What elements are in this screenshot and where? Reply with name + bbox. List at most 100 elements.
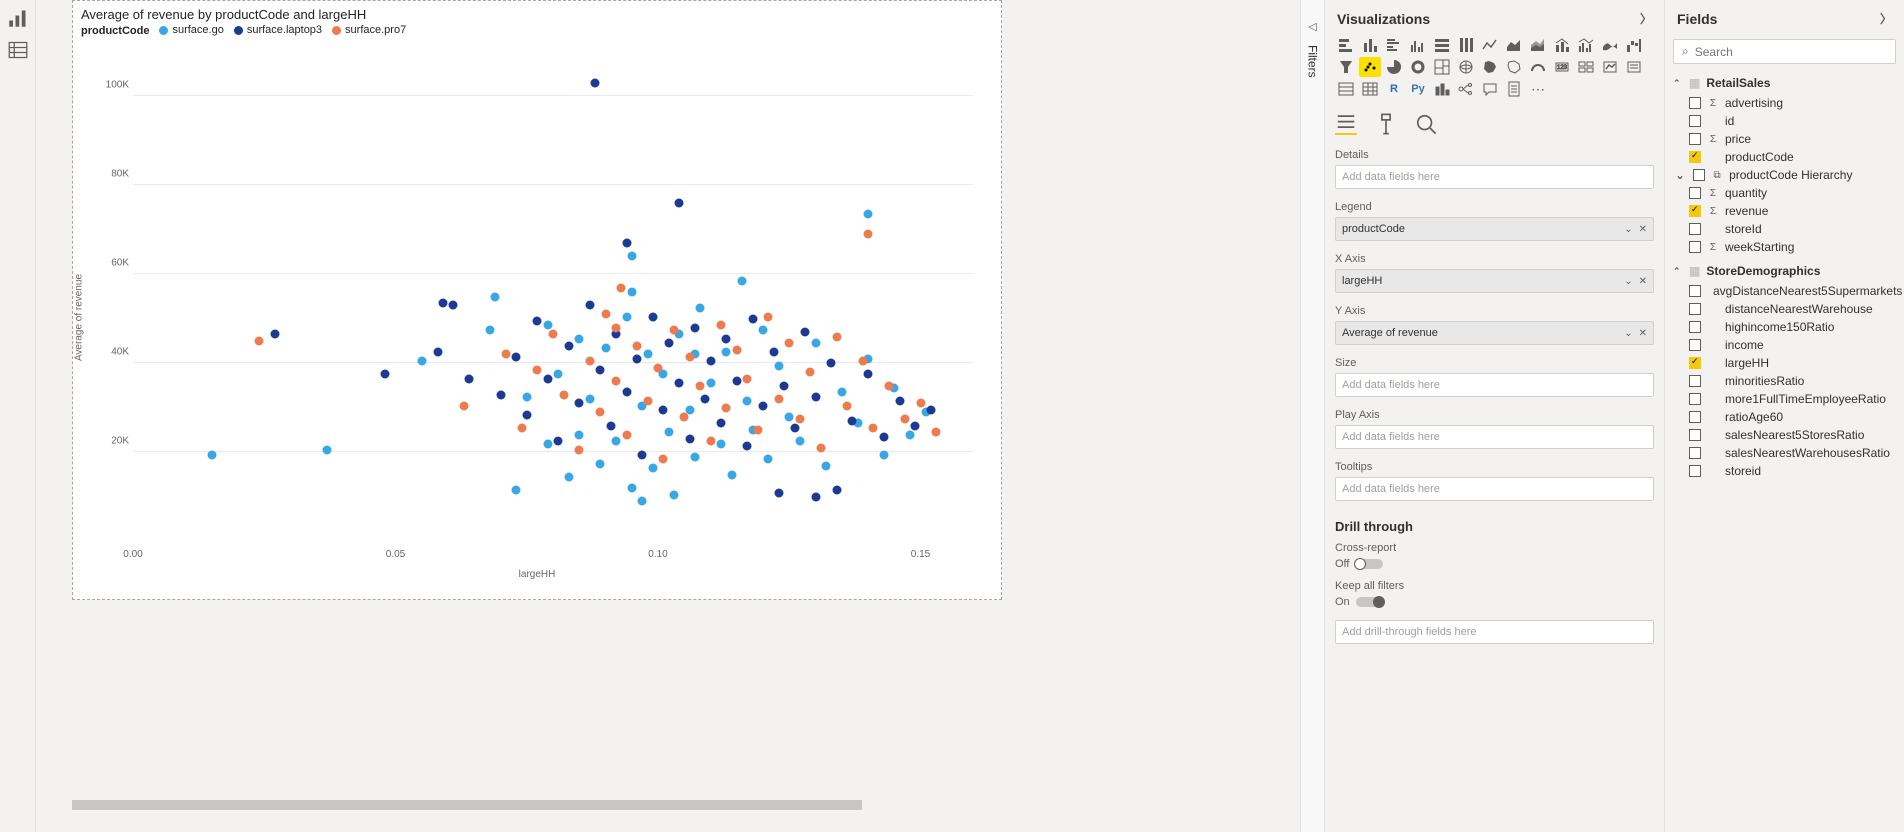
field-checkbox[interactable] <box>1693 169 1705 181</box>
scatter-point[interactable] <box>811 339 820 348</box>
scatter-point[interactable] <box>255 337 264 346</box>
scatter-point[interactable] <box>664 428 673 437</box>
viz-type-table[interactable] <box>1335 79 1357 99</box>
field-checkbox[interactable] <box>1689 151 1701 163</box>
field-checkbox[interactable] <box>1689 429 1701 441</box>
field-row[interactable]: id <box>1673 112 1896 130</box>
field-row[interactable]: largeHH <box>1673 354 1896 372</box>
field-checkbox[interactable] <box>1689 465 1701 477</box>
field-checkbox[interactable] <box>1689 447 1701 459</box>
field-well[interactable]: Add data fields here <box>1335 477 1654 501</box>
scatter-point[interactable] <box>858 357 867 366</box>
field-row[interactable]: ⌄⧉productCode Hierarchy <box>1673 166 1896 184</box>
viz-type-scatter[interactable] <box>1359 57 1381 77</box>
viz-type-donut[interactable] <box>1407 57 1429 77</box>
scatter-point[interactable] <box>575 334 584 343</box>
scatter-point[interactable] <box>864 210 873 219</box>
scatter-point[interactable] <box>774 394 783 403</box>
scatter-point[interactable] <box>543 374 552 383</box>
scatter-point[interactable] <box>606 421 615 430</box>
field-row[interactable]: more1FullTimeEmployeeRatio <box>1673 390 1896 408</box>
horizontal-scrollbar[interactable] <box>72 800 862 810</box>
scatter-point[interactable] <box>706 437 715 446</box>
viz-type-multi-card[interactable] <box>1575 57 1597 77</box>
field-row[interactable]: Σprice <box>1673 130 1896 148</box>
scatter-point[interactable] <box>612 437 621 446</box>
scatter-point[interactable] <box>459 401 468 410</box>
fields-search-input[interactable] <box>1695 45 1887 59</box>
scatter-point[interactable] <box>827 359 836 368</box>
scatter-point[interactable] <box>774 361 783 370</box>
viz-pane-collapse-icon[interactable]: 〉 <box>1640 10 1652 27</box>
scatter-point[interactable] <box>706 357 715 366</box>
scatter-point[interactable] <box>622 388 631 397</box>
scatter-point[interactable] <box>585 394 594 403</box>
viz-type-line[interactable] <box>1479 35 1501 55</box>
scatter-point[interactable] <box>596 459 605 468</box>
viz-type-100-bar[interactable] <box>1431 35 1453 55</box>
viz-type-card[interactable]: 123 <box>1551 57 1573 77</box>
scatter-point[interactable] <box>491 292 500 301</box>
scatter-point[interactable] <box>675 198 684 207</box>
scatter-point[interactable] <box>601 343 610 352</box>
field-checkbox[interactable] <box>1689 223 1701 235</box>
scatter-point[interactable] <box>722 348 731 357</box>
scatter-point[interactable] <box>659 455 668 464</box>
field-checkbox[interactable] <box>1689 411 1701 423</box>
scatter-point[interactable] <box>669 325 678 334</box>
scatter-point[interactable] <box>512 352 521 361</box>
scatter-point[interactable] <box>685 352 694 361</box>
scatter-point[interactable] <box>522 410 531 419</box>
scatter-point[interactable] <box>517 423 526 432</box>
field-row[interactable]: highincome150Ratio <box>1673 318 1896 336</box>
viz-type-shape-map[interactable] <box>1503 57 1525 77</box>
scatter-point[interactable] <box>659 406 668 415</box>
field-checkbox[interactable] <box>1689 375 1701 387</box>
scatter-chart-visual[interactable]: Average of revenue by productCode and la… <box>72 0 1002 600</box>
scatter-point[interactable] <box>732 345 741 354</box>
viz-type-paginated[interactable] <box>1503 79 1525 99</box>
viz-type-stacked-area[interactable] <box>1527 35 1549 55</box>
table-header[interactable]: ⌃▦StoreDemographics <box>1673 260 1896 282</box>
scatter-point[interactable] <box>654 363 663 372</box>
field-well[interactable]: Add data fields here <box>1335 425 1654 449</box>
field-checkbox[interactable] <box>1689 97 1701 109</box>
field-well[interactable]: productCode⌄✕ <box>1335 217 1654 241</box>
scatter-point[interactable] <box>559 390 568 399</box>
scatter-point[interactable] <box>496 390 505 399</box>
field-row[interactable]: productCode <box>1673 148 1896 166</box>
scatter-point[interactable] <box>927 406 936 415</box>
chevron-down-icon[interactable]: ⌄ <box>1624 328 1632 339</box>
legend-item[interactable]: surface.pro7 <box>332 24 406 36</box>
scatter-point[interactable] <box>685 435 694 444</box>
field-row[interactable]: avgDistanceNearest5Supermarkets <box>1673 282 1896 300</box>
scatter-point[interactable] <box>596 408 605 417</box>
field-row[interactable]: Σquantity <box>1673 184 1896 202</box>
scatter-point[interactable] <box>727 470 736 479</box>
scatter-point[interactable] <box>680 412 689 421</box>
scatter-point[interactable] <box>717 321 726 330</box>
remove-field-icon[interactable]: ✕ <box>1639 224 1647 235</box>
viz-type-stacked-column[interactable] <box>1359 35 1381 55</box>
scatter-point[interactable] <box>879 450 888 459</box>
field-row[interactable]: ratioAge60 <box>1673 408 1896 426</box>
field-row[interactable]: storeid <box>1673 462 1896 480</box>
viz-type-ribbon[interactable] <box>1599 35 1621 55</box>
analytics-tab-icon[interactable] <box>1415 113 1437 135</box>
scatter-point[interactable] <box>543 321 552 330</box>
field-row[interactable]: ΣweekStarting <box>1673 238 1896 256</box>
scatter-point[interactable] <box>743 397 752 406</box>
scatter-point[interactable] <box>564 341 573 350</box>
field-checkbox[interactable] <box>1689 187 1701 199</box>
scatter-point[interactable] <box>806 368 815 377</box>
scatter-point[interactable] <box>591 78 600 87</box>
scatter-point[interactable] <box>879 432 888 441</box>
scatter-point[interactable] <box>417 357 426 366</box>
field-well[interactable]: Add data fields here <box>1335 165 1654 189</box>
scatter-point[interactable] <box>627 252 636 261</box>
table-header[interactable]: ⌃▦RetailSales <box>1673 72 1896 94</box>
scatter-point[interactable] <box>701 394 710 403</box>
field-well[interactable]: Add data fields here <box>1335 373 1654 397</box>
remove-field-icon[interactable]: ✕ <box>1639 328 1647 339</box>
field-well[interactable]: Average of revenue⌄✕ <box>1335 321 1654 345</box>
